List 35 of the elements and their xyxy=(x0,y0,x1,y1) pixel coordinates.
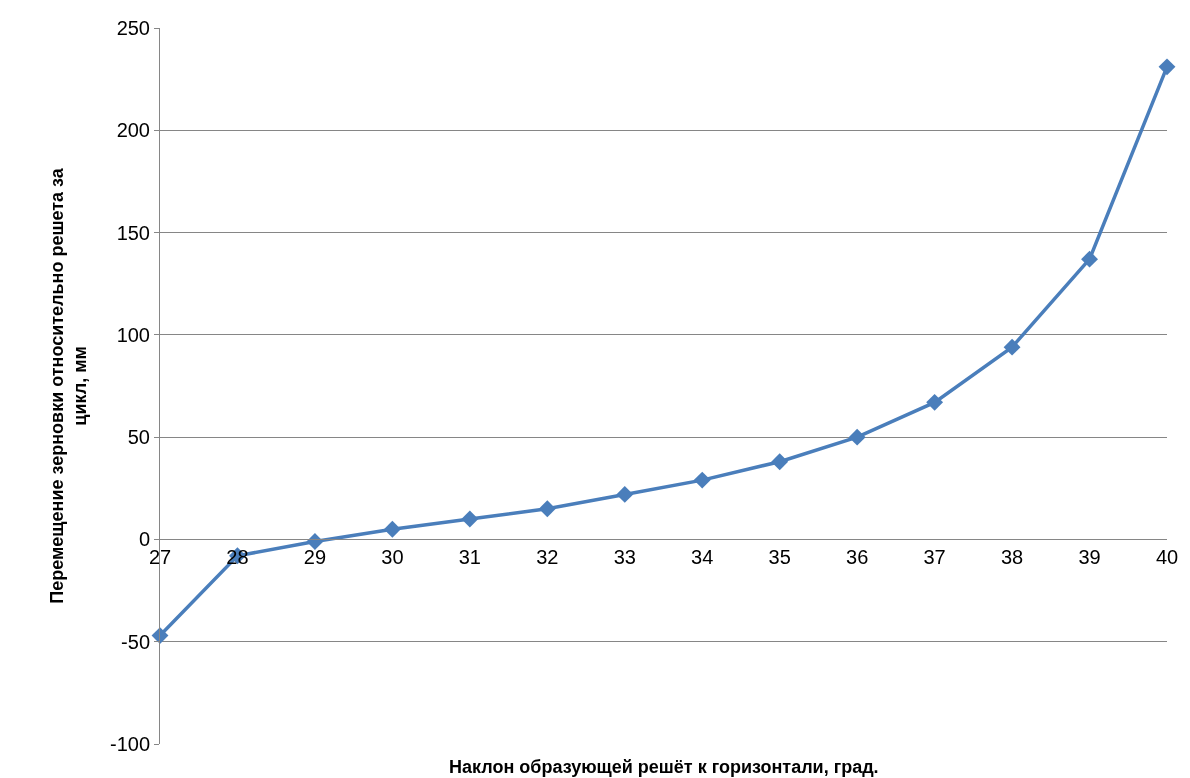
y-tick-label: 0 xyxy=(138,528,150,551)
point xyxy=(926,393,944,411)
x-tick-label: 38 xyxy=(1000,546,1024,569)
point xyxy=(538,500,556,518)
y-axis-title: Перемещение зерновки относительно решета за цикл, мм xyxy=(46,167,91,604)
x-tick-label: 33 xyxy=(613,546,636,569)
y-tick-label: -100 xyxy=(109,733,150,755)
x-tick-label: 34 xyxy=(691,546,714,569)
x-tick-label: 32 xyxy=(536,546,559,569)
point xyxy=(151,627,169,645)
point xyxy=(848,428,866,446)
point xyxy=(616,485,634,503)
point xyxy=(383,520,401,538)
x-tick-label: 39 xyxy=(1078,546,1101,569)
point xyxy=(1158,58,1176,76)
x-tick-label: 30 xyxy=(381,546,404,569)
x-axis-title: Наклон образующей решёт к горизонтали, град. xyxy=(449,757,879,777)
x-tick-label: 27 xyxy=(148,546,172,569)
point xyxy=(771,453,789,471)
point xyxy=(1003,338,1021,356)
y-tick-label: 250 xyxy=(116,17,150,39)
y-tick-label: 200 xyxy=(116,119,150,142)
x-tick-label: 37 xyxy=(923,546,946,569)
x-tick-label: 36 xyxy=(846,546,869,569)
x-tick-label: 29 xyxy=(303,546,327,569)
x-tick-label: 40 xyxy=(1155,546,1179,569)
x-tick-label: 35 xyxy=(768,546,791,569)
y-tick-label: 50 xyxy=(127,426,150,449)
y-tick-label: -50 xyxy=(121,630,150,653)
point xyxy=(461,510,479,528)
x-tick-label: 31 xyxy=(458,546,481,569)
point xyxy=(693,471,711,489)
y-tick-label: 100 xyxy=(116,323,150,346)
y-tick-label: 150 xyxy=(116,221,150,244)
point xyxy=(1081,250,1098,268)
